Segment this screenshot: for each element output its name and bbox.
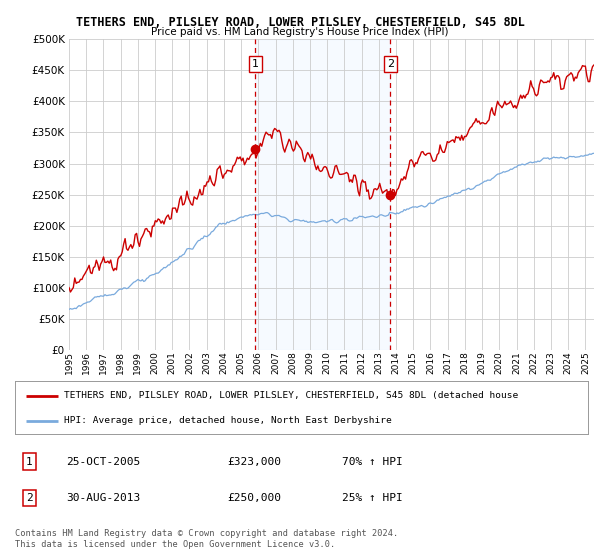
Text: 1: 1 [252,59,259,69]
Text: £250,000: £250,000 [227,493,281,503]
Text: 1: 1 [26,456,33,466]
Text: 25-OCT-2005: 25-OCT-2005 [67,456,141,466]
Text: 2: 2 [386,59,394,69]
Bar [255,39,390,350]
Text: TETHERS END, PILSLEY ROAD, LOWER PILSLEY, CHESTERFIELD, S45 8DL: TETHERS END, PILSLEY ROAD, LOWER PILSLEY… [76,16,524,29]
Text: 2: 2 [26,493,33,503]
Text: TETHERS END, PILSLEY ROAD, LOWER PILSLEY, CHESTERFIELD, S45 8DL (detached house: TETHERS END, PILSLEY ROAD, LOWER PILSLEY… [64,391,518,400]
Text: 70% ↑ HPI: 70% ↑ HPI [341,456,403,466]
Text: Price paid vs. HM Land Registry's House Price Index (HPI): Price paid vs. HM Land Registry's House … [151,27,449,37]
Text: Contains HM Land Registry data © Crown copyright and database right 2024.
This d: Contains HM Land Registry data © Crown c… [15,529,398,549]
Text: £323,000: £323,000 [227,456,281,466]
Text: 30-AUG-2013: 30-AUG-2013 [67,493,141,503]
Text: HPI: Average price, detached house, North East Derbyshire: HPI: Average price, detached house, Nort… [64,416,391,425]
Text: 25% ↑ HPI: 25% ↑ HPI [341,493,403,503]
